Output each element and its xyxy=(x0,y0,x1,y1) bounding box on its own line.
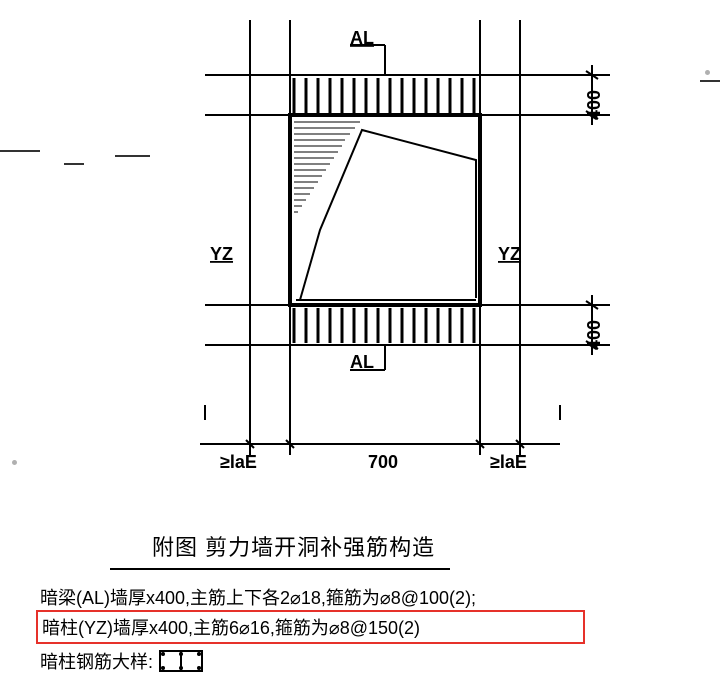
dim-laE-left: ≥laE xyxy=(220,452,257,472)
noise-dash xyxy=(115,155,150,157)
noise-dot xyxy=(12,460,17,465)
noise-dot xyxy=(705,70,710,75)
dim-400-bottom: 400 xyxy=(584,320,604,350)
caption-line3-label: 暗柱钢筋大样: xyxy=(40,648,153,674)
label-YZ-left: YZ xyxy=(210,244,233,264)
dim-laE-right: ≥laE xyxy=(490,452,527,472)
caption-line-AL: 暗梁(AL)墙厚x400,主筋上下各2⌀18,箍筋为⌀8@100(2); xyxy=(40,584,670,610)
dim-700: 700 xyxy=(368,452,398,472)
caption-line-YZ-highlighted: 暗柱(YZ)墙厚x400,主筋6⌀16,箍筋为⌀8@150(2) xyxy=(38,612,583,642)
noise-dash xyxy=(0,150,40,152)
label-YZ-right: YZ xyxy=(498,244,521,264)
dim-400-top: 400 xyxy=(584,90,604,120)
noise-dash xyxy=(700,80,720,82)
wall-opening-diagram: AL AL YZ YZ 400 400 xyxy=(0,0,722,520)
caption-block: 附图 剪力墙开洞补强筋构造 暗梁(AL)墙厚x400,主筋上下各2⌀18,箍筋为… xyxy=(110,530,670,674)
caption-line-symbol: 暗柱钢筋大样: xyxy=(40,648,670,674)
noise-dash xyxy=(64,163,84,165)
caption-title: 附图 剪力墙开洞补强筋构造 xyxy=(110,530,450,570)
rebar-section-symbol xyxy=(159,650,203,672)
caption-line-YZ: 暗柱(YZ)墙厚x400,主筋6⌀16,箍筋为⌀8@150(2) xyxy=(42,614,579,640)
